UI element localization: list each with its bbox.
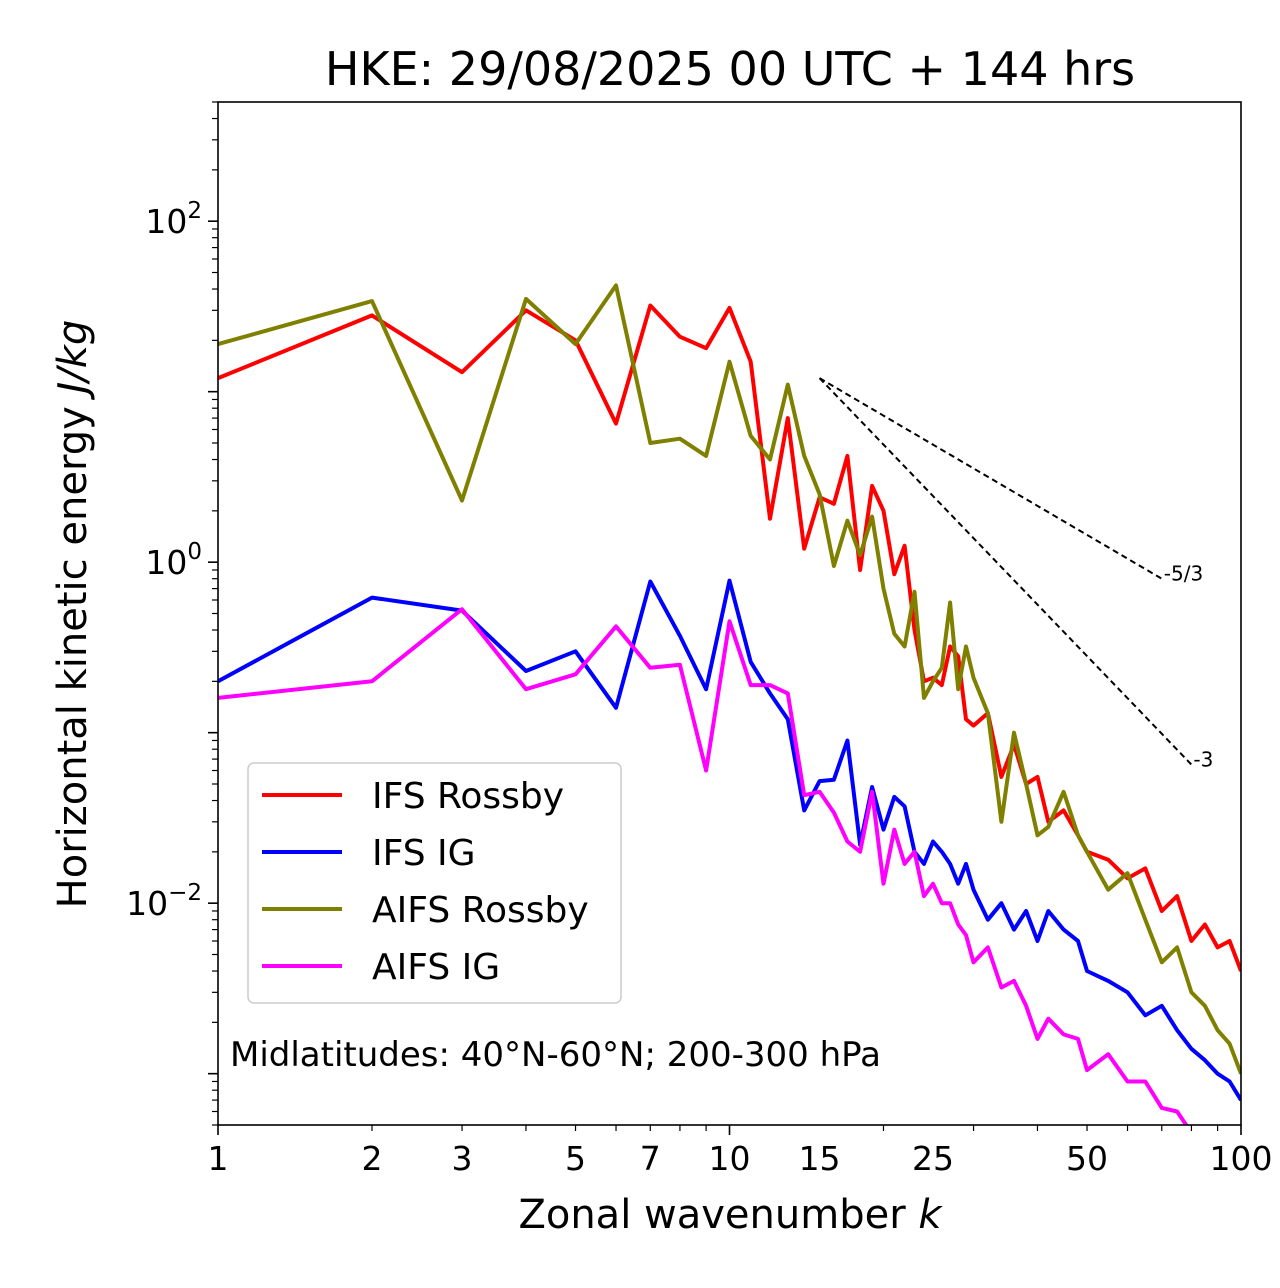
- x-tick-label: 50: [1066, 1139, 1108, 1178]
- y-axis-ticks: 102 100 10−2: [126, 101, 218, 1126]
- chart-title: HKE: 29/08/2025 00 UTC + 144 hrs: [325, 42, 1135, 96]
- slope-minus-3-line: [818, 377, 1193, 766]
- x-tick-label: 100: [1210, 1139, 1273, 1178]
- reference-slope-labels: -5/3 -3: [1164, 562, 1214, 772]
- x-axis-label: Zonal wavenumber k: [518, 1192, 943, 1238]
- legend-item-aifs-rossby: AIFS Rossby: [262, 890, 589, 931]
- slope-minus-5-3-label: -5/3: [1164, 562, 1203, 586]
- legend: IFS Rossby IFS IG AIFS Rossby AIFS IG: [247, 762, 622, 1004]
- series-line-aifs-rossby: [218, 283, 1241, 1075]
- series-line-ifs-ig: [218, 578, 1241, 1102]
- x-tick-label: 3: [452, 1139, 473, 1178]
- legend-item-ifs-rossby: IFS Rossby: [262, 776, 564, 817]
- x-tick-label: 1: [208, 1139, 229, 1178]
- legend-box: [247, 762, 622, 1004]
- x-tick-label: 2: [361, 1139, 382, 1178]
- x-tick-label: 15: [799, 1139, 841, 1178]
- legend-label: IFS Rossby: [372, 776, 564, 817]
- region-annotation: Midlatitudes: 40°N-60°N; 200-300 hPa: [230, 1035, 881, 1075]
- legend-item-ifs-ig: IFS IG: [262, 833, 476, 874]
- legend-item-aifs-ig: AIFS IG: [262, 947, 500, 988]
- reference-slopes: [818, 377, 1193, 766]
- x-tick-label: 25: [912, 1139, 954, 1178]
- y-tick-label: 102: [145, 198, 202, 241]
- y-axis-label: Horizontal kinetic energy J/kg: [50, 320, 96, 909]
- series-line-aifs-ig: [218, 607, 1189, 1125]
- y-tick-label: 100: [145, 539, 202, 582]
- x-tick-label: 5: [565, 1139, 586, 1178]
- x-tick-label: 7: [640, 1139, 661, 1178]
- series-layer: [218, 283, 1241, 1125]
- slope-minus-3-label: -3: [1193, 748, 1213, 772]
- x-tick-label: 10: [709, 1139, 751, 1178]
- x-axis-ticks: 1 2 3 5 7 10 15 25 50 100: [208, 1125, 1273, 1178]
- slope-minus-5-3-line: [819, 377, 1163, 580]
- y-tick-label: 10−2: [126, 880, 202, 923]
- legend-label: AIFS IG: [372, 947, 500, 988]
- legend-label: AIFS Rossby: [372, 890, 589, 931]
- legend-label: IFS IG: [372, 833, 476, 874]
